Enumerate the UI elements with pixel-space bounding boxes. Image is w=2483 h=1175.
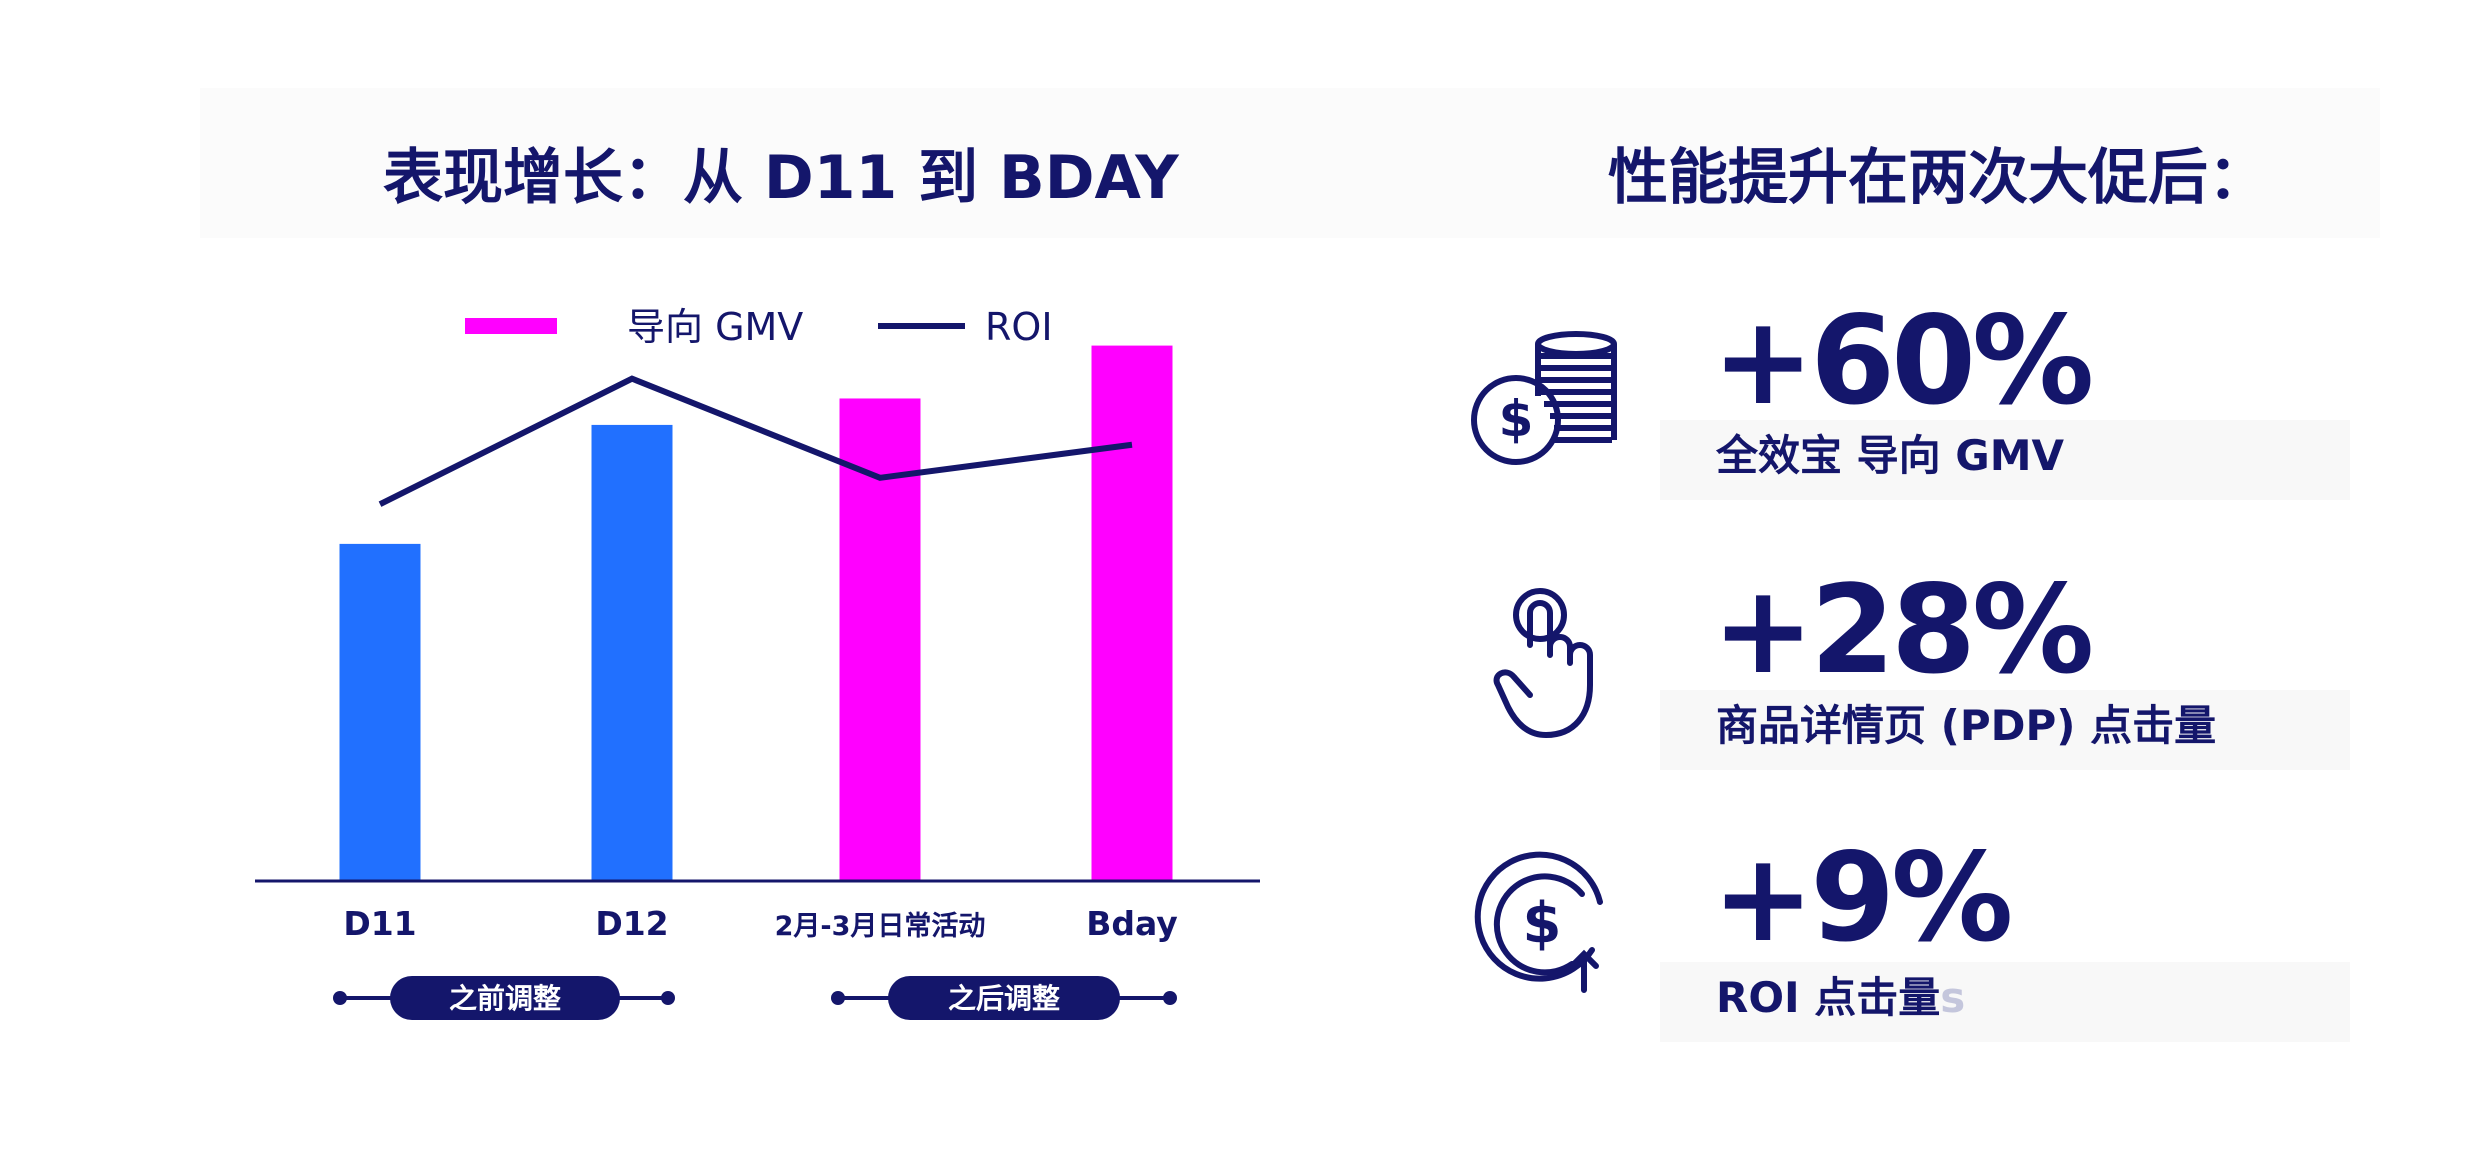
legend-label-gmv: 导向 GMV [627, 305, 803, 349]
phase-pill-2 [888, 976, 1120, 1020]
svg-text:$: $ [1523, 891, 1562, 956]
bar-gmv-4 [1091, 345, 1173, 882]
legend-label-roi: ROI [985, 305, 1053, 349]
roi-series-line [378, 375, 1133, 507]
x-tick-label-4: Bday [1086, 904, 1178, 943]
phase-bracket-2: 之后调整 [831, 976, 1177, 1020]
coins-dollar-icon: $ [1468, 330, 1628, 474]
phase-label-1: 之前调整 [449, 982, 561, 1015]
stat-value: +60% [1712, 290, 2094, 432]
stat-label: ROI 点击量s [1716, 970, 1965, 1026]
svg-text:$: $ [1499, 390, 1534, 448]
dollar-growth-icon: $ [1472, 850, 1622, 1004]
stat-label-band [1660, 420, 2350, 500]
stat-label-text: 全效宝 导向 GMV [1716, 431, 2065, 480]
header-band [200, 88, 2380, 238]
x-tick-label-1: D11 [343, 904, 416, 943]
chart-legend: 导向 GMV ROI [465, 305, 1053, 349]
stat-value: +28% [1712, 559, 2094, 701]
legend-swatch-gmv [465, 318, 557, 334]
phase-pill-1 [390, 976, 620, 1020]
chart-title: 表现增长：从 D11 到 BDAY [383, 143, 1179, 213]
bar-gmv-3 [839, 398, 921, 881]
performance-chart: 导向 GMV ROI D11 D12 2月-3月日常活动 Bday 之前调整 之后调整 [255, 305, 1260, 1020]
stat-label: 商品详情页 (PDP) 点击量 [1716, 698, 2216, 754]
stat-value: +9% [1712, 827, 2013, 969]
bar-gmv-1 [339, 543, 421, 881]
bar-gmv-2 [591, 424, 673, 881]
stat-label-band [1660, 690, 2350, 770]
phase-label-2: 之后调整 [948, 982, 1060, 1015]
phase-bracket-1: 之前调整 [333, 976, 675, 1020]
stat-label-text: 商品详情页 (PDP) 点击量 [1716, 701, 2217, 750]
stat-label-band [1660, 962, 2350, 1042]
stat-label: 全效宝 导向 GMV [1716, 428, 2064, 484]
x-tick-label-3: 2月-3月日常活动 [775, 911, 986, 942]
stats-title: 性能提升在两次大促后： [1608, 143, 2268, 213]
stat-label-ghost-text: s [1940, 973, 1966, 1022]
x-tick-label-2: D12 [595, 904, 668, 943]
hand-tap-icon [1490, 585, 1610, 749]
stat-label-text: ROI 点击量 [1716, 973, 1941, 1022]
